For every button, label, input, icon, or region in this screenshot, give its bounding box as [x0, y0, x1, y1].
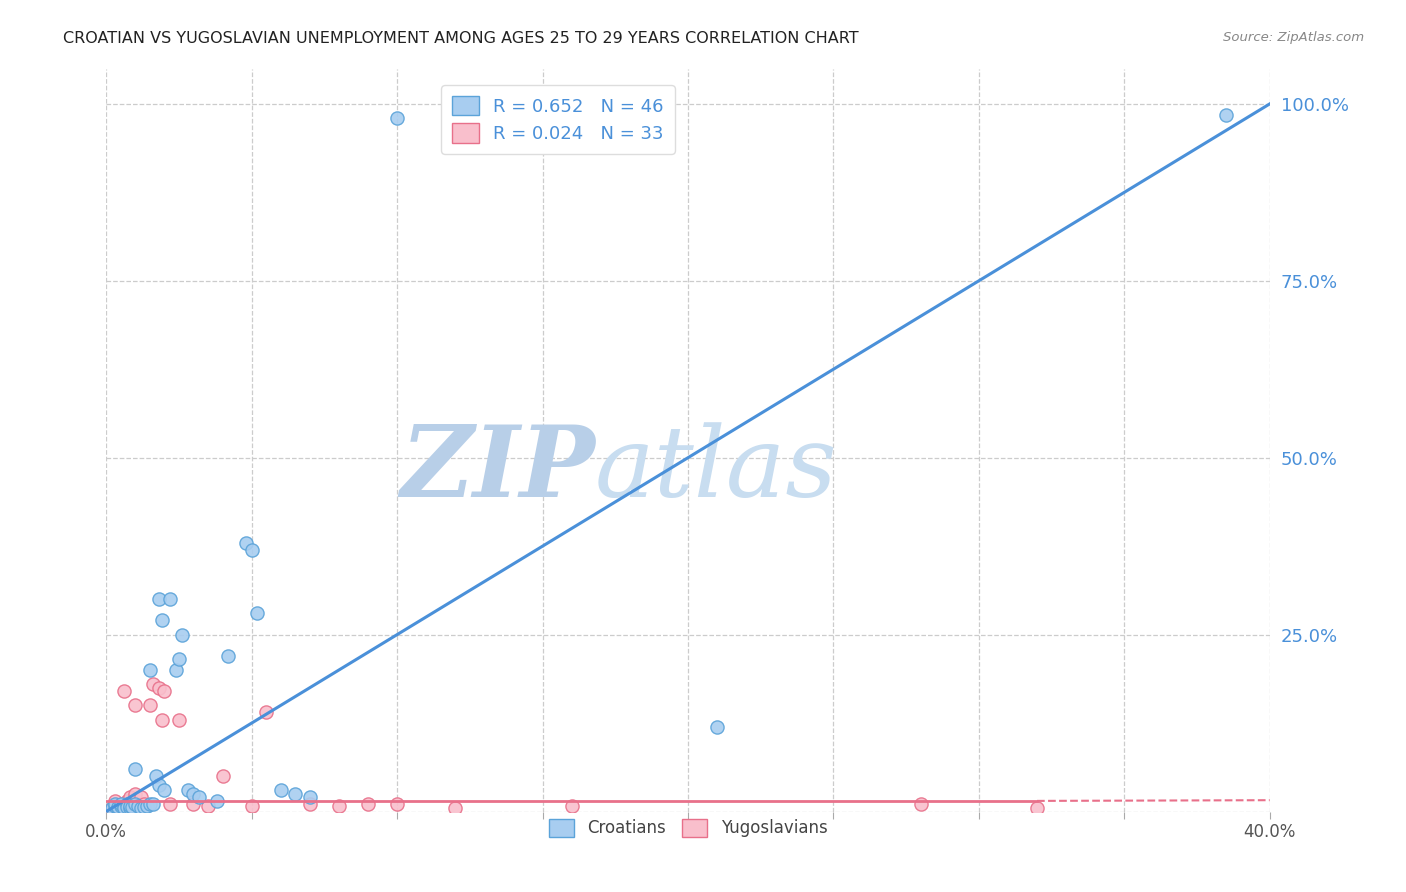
Point [129, 790, 152, 805]
Point [129, 801, 152, 815]
Point [118, 790, 141, 805]
Point [197, 798, 219, 813]
Point [115, 794, 138, 808]
Point [139, 663, 162, 677]
Point [107, 801, 129, 815]
Point [240, 542, 263, 557]
Point [159, 797, 181, 812]
Point [148, 592, 170, 607]
Point [328, 798, 350, 813]
Point [112, 801, 135, 815]
Point [444, 801, 467, 815]
Point [145, 769, 167, 783]
Point [167, 652, 190, 666]
Point [101, 801, 124, 815]
Point [217, 648, 239, 663]
Point [176, 783, 198, 797]
Point [385, 111, 408, 125]
Point [107, 799, 129, 814]
Text: atlas: atlas [595, 422, 838, 517]
Point [159, 592, 181, 607]
Point [142, 677, 165, 691]
Point [1026, 801, 1049, 815]
Point [104, 797, 127, 812]
Point [561, 798, 583, 813]
Point [104, 794, 127, 808]
Point [104, 798, 127, 813]
Point [1215, 107, 1237, 121]
Point [240, 798, 263, 813]
Point [132, 797, 155, 812]
Point [124, 698, 146, 713]
Point [910, 797, 932, 812]
Point [150, 713, 173, 727]
Point [357, 797, 380, 812]
Point [153, 783, 176, 797]
Point [124, 762, 146, 776]
Point [110, 798, 132, 813]
Point [170, 627, 193, 641]
Point [124, 797, 146, 812]
Point [188, 790, 211, 805]
Point [183, 787, 205, 801]
Point [205, 794, 228, 808]
Point [115, 797, 138, 812]
Legend: Croatians, Yugoslavians: Croatians, Yugoslavians [541, 812, 834, 844]
Point [118, 798, 141, 813]
Point [298, 797, 321, 812]
Point [132, 800, 155, 814]
Point [107, 798, 129, 813]
Point [101, 801, 124, 815]
Point [167, 713, 190, 727]
Point [385, 797, 408, 812]
Point [284, 787, 307, 801]
Point [298, 790, 321, 805]
Point [211, 769, 233, 783]
Point [136, 798, 159, 813]
Point [148, 778, 170, 792]
Point [139, 797, 162, 812]
Point [124, 787, 146, 801]
Point [127, 798, 149, 813]
Text: CROATIAN VS YUGOSLAVIAN UNEMPLOYMENT AMONG AGES 25 TO 29 YEARS CORRELATION CHART: CROATIAN VS YUGOSLAVIAN UNEMPLOYMENT AMO… [63, 31, 859, 46]
Point [104, 797, 127, 812]
Point [270, 783, 292, 797]
Point [150, 614, 173, 628]
Point [148, 681, 170, 695]
Point [254, 706, 277, 720]
Point [165, 663, 187, 677]
Point [139, 698, 162, 713]
Point [112, 799, 135, 814]
Point [142, 797, 165, 812]
Point [121, 800, 143, 814]
Point [183, 797, 205, 812]
Point [121, 797, 143, 812]
Point [115, 800, 138, 814]
Point [153, 684, 176, 698]
Point [118, 801, 141, 815]
Text: Source: ZipAtlas.com: Source: ZipAtlas.com [1223, 31, 1364, 45]
Point [235, 535, 257, 549]
Point [112, 684, 135, 698]
Text: ZIP: ZIP [399, 422, 595, 518]
Point [246, 607, 269, 621]
Point [110, 799, 132, 814]
Point [110, 797, 132, 812]
Point [706, 720, 728, 734]
